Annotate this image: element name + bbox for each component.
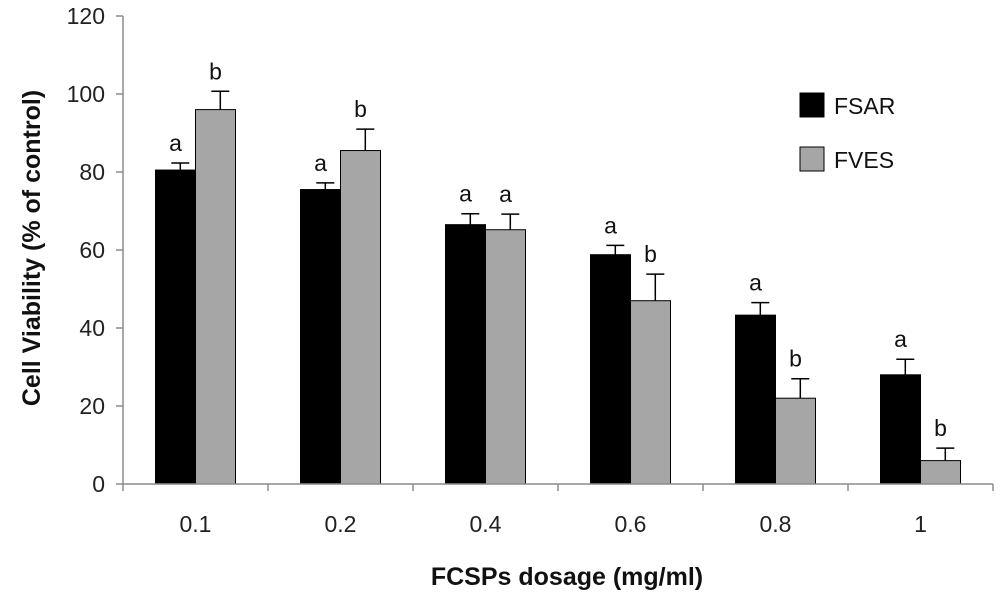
x-tick-label: 0.6 [615,511,647,537]
x-tick-label: 0.2 [325,511,357,537]
bar-fves-0.4 [485,229,526,485]
significance-labels: a b a b a a a b a b a b [169,58,947,441]
error-bar [501,213,520,230]
error-bar [896,358,915,375]
legend-swatch-fsar [799,92,825,118]
bar-fsar-0.1 [155,169,196,485]
bar-fsar-0.4 [445,224,486,485]
error-bar [211,90,230,110]
bar-fves-0.1 [195,109,236,485]
error-bar [791,377,810,399]
error-bar [936,447,955,461]
bar-fsar-1 [880,374,921,485]
axes: 0 20 40 60 80 100 120 0.1 0.2 0.4 0.6 0.8 1 [67,3,994,537]
significance-label: a [604,212,617,238]
legend-swatch-fves [799,146,825,172]
y-axis-title: Cell Viability (% of control) [18,90,46,406]
significance-label: a [749,270,762,296]
error-bar [171,162,190,171]
y-tick-label: 100 [67,81,105,107]
legend: FSAR FVES [799,92,895,173]
bar-fsar-0.2 [300,189,341,485]
x-tick-label: 0.8 [760,511,792,537]
significance-label: b [934,415,947,441]
x-tick-label: 0.4 [470,511,502,537]
error-bar [461,212,480,225]
significance-label: b [789,346,802,372]
significance-label: a [459,181,472,207]
bar-fsar-0.8 [735,314,776,485]
error-bar [606,244,625,255]
bar-fves-0.6 [630,300,671,485]
legend-label-fsar: FSAR [834,93,895,119]
significance-label: a [499,181,512,207]
bar-fves-0.8 [775,397,816,485]
y-tick-label: 60 [79,237,105,263]
x-tick-label: 0.1 [180,511,212,537]
y-tick-label: 120 [67,3,105,29]
bars [155,109,961,485]
bar-fves-1 [920,460,961,485]
bar-fsar-0.6 [590,254,631,485]
error-bar [356,128,375,151]
error-bar [751,301,770,316]
x-axis-title: FCSPs dosage (mg/ml) [431,563,703,591]
error-bar [646,273,665,301]
error-bars [171,90,955,461]
significance-label: b [644,241,657,267]
bar-fves-0.2 [340,150,381,485]
y-tick-label: 40 [79,315,105,341]
y-tick-label: 20 [79,393,105,419]
significance-label: a [314,150,327,176]
significance-label: b [209,58,222,84]
legend-label-fves: FVES [834,147,894,173]
significance-label: a [894,326,907,352]
error-bar [316,182,335,190]
x-tick-label: 1 [914,511,927,537]
significance-label: b [354,96,367,122]
significance-label: a [169,130,182,156]
y-tick-label: 80 [79,159,105,185]
y-tick-label: 0 [92,471,105,497]
